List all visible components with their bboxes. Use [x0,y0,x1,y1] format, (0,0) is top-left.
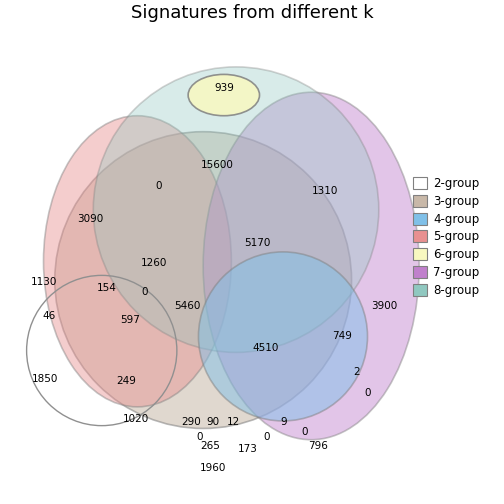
Text: 0: 0 [301,427,308,437]
Ellipse shape [55,132,352,428]
Text: 597: 597 [120,316,140,326]
Ellipse shape [43,116,231,407]
Text: 939: 939 [214,83,234,93]
Text: 265: 265 [201,442,221,451]
Text: 15600: 15600 [201,160,234,170]
Text: 46: 46 [42,311,56,321]
Text: 0: 0 [142,287,148,297]
Legend: 2-group, 3-group, 4-group, 5-group, 6-group, 7-group, 8-group: 2-group, 3-group, 4-group, 5-group, 6-gr… [409,173,483,300]
Text: 1310: 1310 [312,186,339,196]
Text: 12: 12 [227,417,240,427]
Text: 154: 154 [96,283,116,293]
Text: 2: 2 [353,367,359,377]
Text: 0: 0 [364,388,371,398]
Text: 1020: 1020 [122,414,149,424]
Text: 3900: 3900 [371,301,398,311]
Text: 1260: 1260 [141,258,167,268]
Text: 0: 0 [196,432,203,442]
Text: 173: 173 [238,444,258,454]
Text: 4510: 4510 [253,343,279,353]
Text: 5460: 5460 [174,301,201,311]
Text: 796: 796 [308,442,328,451]
Text: 249: 249 [116,375,136,386]
Text: 9: 9 [281,417,287,427]
Text: 3090: 3090 [77,214,104,224]
Text: 90: 90 [206,417,219,427]
Text: 0: 0 [156,181,162,191]
Ellipse shape [203,92,419,439]
Text: 1960: 1960 [200,463,226,473]
Text: 290: 290 [181,417,201,427]
Text: 1850: 1850 [32,373,58,384]
Text: 5170: 5170 [244,237,271,247]
Title: Signatures from different k: Signatures from different k [131,4,373,22]
Ellipse shape [188,75,260,116]
Text: 0: 0 [264,432,270,442]
Ellipse shape [199,252,367,421]
Text: 1130: 1130 [30,277,56,287]
Ellipse shape [93,67,379,352]
Text: 749: 749 [332,332,352,341]
